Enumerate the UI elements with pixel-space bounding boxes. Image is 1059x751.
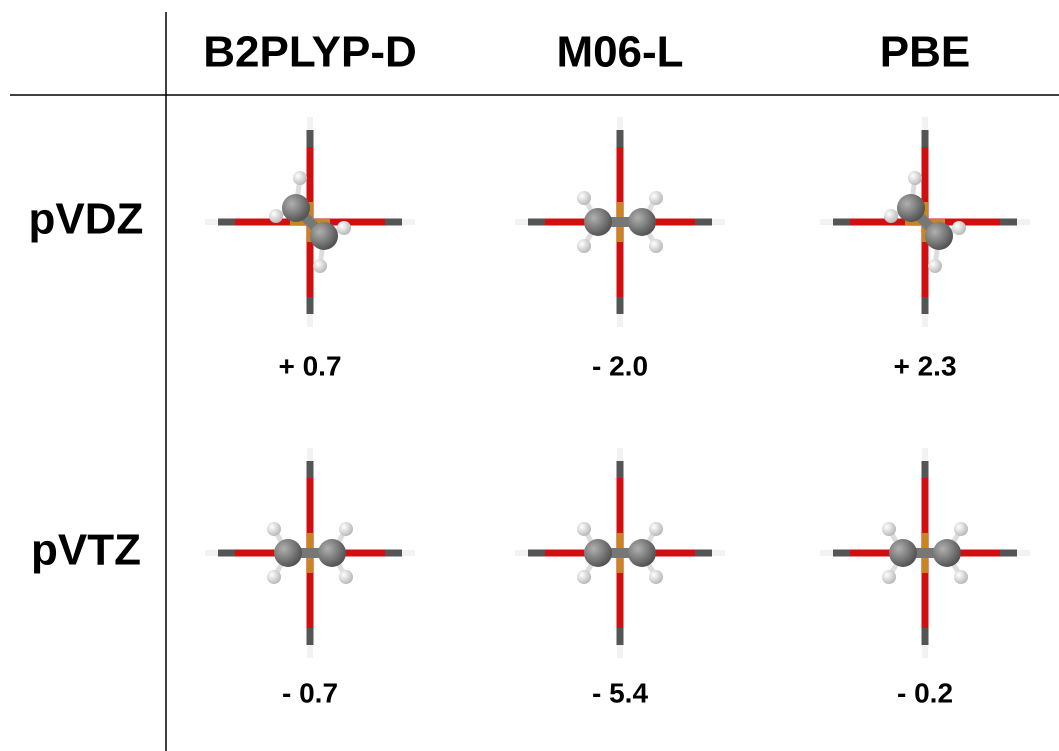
hydrogen-atom (577, 239, 591, 253)
carbon-atom (274, 539, 302, 567)
energy-value: - 0.2 (897, 677, 953, 708)
hydrogen-atom (908, 171, 922, 185)
energy-value: - 0.7 (282, 677, 338, 708)
column-header: B2PLYP-D (203, 28, 417, 77)
hydrogen-atom (267, 522, 281, 536)
carbon-atom (628, 539, 656, 567)
hydrogen-atom (267, 570, 281, 584)
hydrogen-atom (649, 522, 663, 536)
hydrogen-atom (293, 171, 307, 185)
energy-value: - 5.4 (592, 677, 648, 708)
carbon-atom (318, 539, 346, 567)
carbon-atom (310, 222, 338, 250)
hydrogen-atom (339, 570, 353, 584)
hydrogen-atom (649, 570, 663, 584)
hydrogen-atom (577, 570, 591, 584)
hydrogen-atom (954, 570, 968, 584)
column-header: PBE (880, 28, 970, 77)
hydrogen-atom (882, 522, 896, 536)
carbon-atom (933, 539, 961, 567)
hydrogen-atom (337, 221, 351, 235)
carbon-atom (584, 539, 612, 567)
hydrogen-atom (954, 522, 968, 536)
carbon-atom (925, 222, 953, 250)
carbon-atom (889, 539, 917, 567)
carbon-atom (584, 208, 612, 236)
hydrogen-atom (884, 209, 898, 223)
hydrogen-atom (649, 239, 663, 253)
carbon-atom (897, 194, 925, 222)
hydrogen-atom (339, 522, 353, 536)
row-label: pVDZ (29, 195, 144, 244)
row-label: pVTZ (31, 526, 141, 575)
hydrogen-atom (577, 191, 591, 205)
carbon-atom (282, 194, 310, 222)
hydrogen-atom (313, 259, 327, 273)
column-header: M06-L (556, 28, 683, 77)
hydrogen-atom (882, 570, 896, 584)
hydrogen-atom (649, 191, 663, 205)
figure: B2PLYP-D M06-L PBE pVDZ + 0.7 - 2.0 + 2.3 pVTZ -… (0, 0, 1059, 751)
energy-value: + 0.7 (278, 350, 341, 381)
carbon-atom (628, 208, 656, 236)
hydrogen-atom (952, 221, 966, 235)
hydrogen-atom (928, 259, 942, 273)
energy-value: - 2.0 (592, 350, 648, 381)
energy-value: + 2.3 (893, 350, 956, 381)
hydrogen-atom (269, 209, 283, 223)
hydrogen-atom (577, 522, 591, 536)
